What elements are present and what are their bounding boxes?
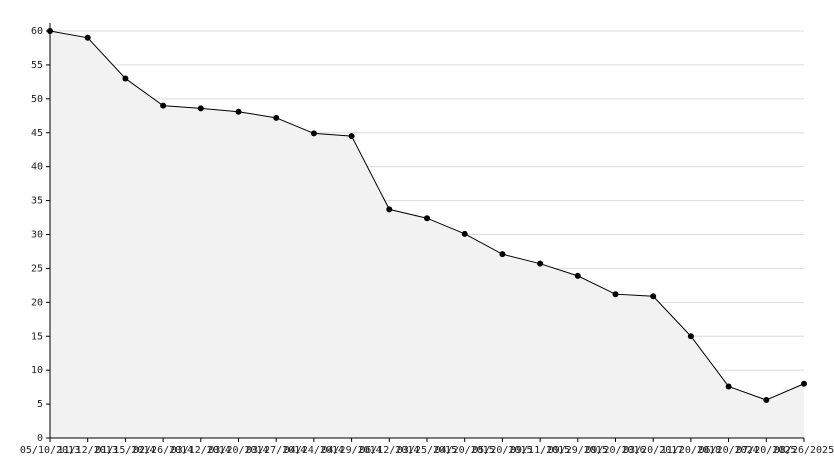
- area: [50, 31, 804, 438]
- x-tick-label: 11/20/2018: [661, 445, 721, 456]
- y-tick-label: 10: [31, 365, 43, 376]
- x-tick-label: 08/26/2025: [774, 445, 834, 456]
- point: [197, 105, 204, 112]
- x-tick-label: 03/27/2014: [246, 445, 306, 456]
- x-tick-label: 11/12/2013: [58, 445, 118, 456]
- x-tick-label: 03/12/2014: [171, 445, 231, 456]
- x-tick-label: 09/11/2015: [510, 445, 570, 456]
- x-tick-label: 09/29/2015: [548, 445, 608, 456]
- x-tick-label: 02/26/2014: [133, 445, 193, 456]
- point: [725, 383, 732, 390]
- y-tick-label: 30: [31, 230, 43, 241]
- x-tick-label: 03/20/2014: [208, 445, 268, 456]
- y-tick-label: 35: [31, 196, 43, 207]
- y-tick-label: 5: [37, 399, 43, 410]
- point: [348, 133, 355, 140]
- y-tick-label: 60: [31, 26, 43, 37]
- point: [160, 102, 167, 109]
- y-tick-label: 20: [31, 297, 43, 308]
- point: [235, 108, 242, 115]
- x-tick-label: 07/20/2025: [736, 445, 796, 456]
- x-tick-label: 05/20/2015: [472, 445, 532, 456]
- x-tick-label: 03/25/2015: [397, 445, 457, 456]
- x-tick-label: 06/20/2024: [698, 445, 758, 456]
- y-tick-label: 0: [37, 433, 43, 444]
- x-tick-label: 05/10/2013: [20, 445, 80, 456]
- point: [801, 380, 807, 387]
- point: [386, 206, 393, 213]
- point: [574, 272, 581, 279]
- point: [612, 291, 619, 298]
- point: [499, 251, 506, 258]
- y-tick-label: 15: [31, 331, 43, 342]
- point: [650, 293, 657, 300]
- x-tick-label: 06/12/2014: [359, 445, 419, 456]
- y-tick-label: 25: [31, 263, 43, 274]
- point: [763, 397, 770, 404]
- x-tick-label: 04/20/2015: [435, 445, 495, 456]
- y-tick-label: 55: [31, 60, 43, 71]
- point: [310, 130, 317, 137]
- point: [461, 230, 468, 237]
- point: [424, 215, 430, 222]
- point: [122, 75, 129, 82]
- y-tick-label: 50: [31, 94, 43, 105]
- point: [687, 333, 694, 340]
- point: [273, 114, 280, 121]
- x-tick-label: 04/24/2014: [284, 445, 344, 456]
- x-tick-label: 09/20/2016: [585, 445, 645, 456]
- x-tick-label: 04/29/2014: [321, 445, 381, 456]
- y-tick-label: 45: [31, 128, 43, 139]
- point: [537, 260, 544, 267]
- x-tick-label: 01/15/2014: [95, 445, 155, 456]
- y-tick-label: 40: [31, 162, 43, 173]
- point: [84, 34, 91, 41]
- x-tick-label: 03/20/2017: [623, 445, 683, 456]
